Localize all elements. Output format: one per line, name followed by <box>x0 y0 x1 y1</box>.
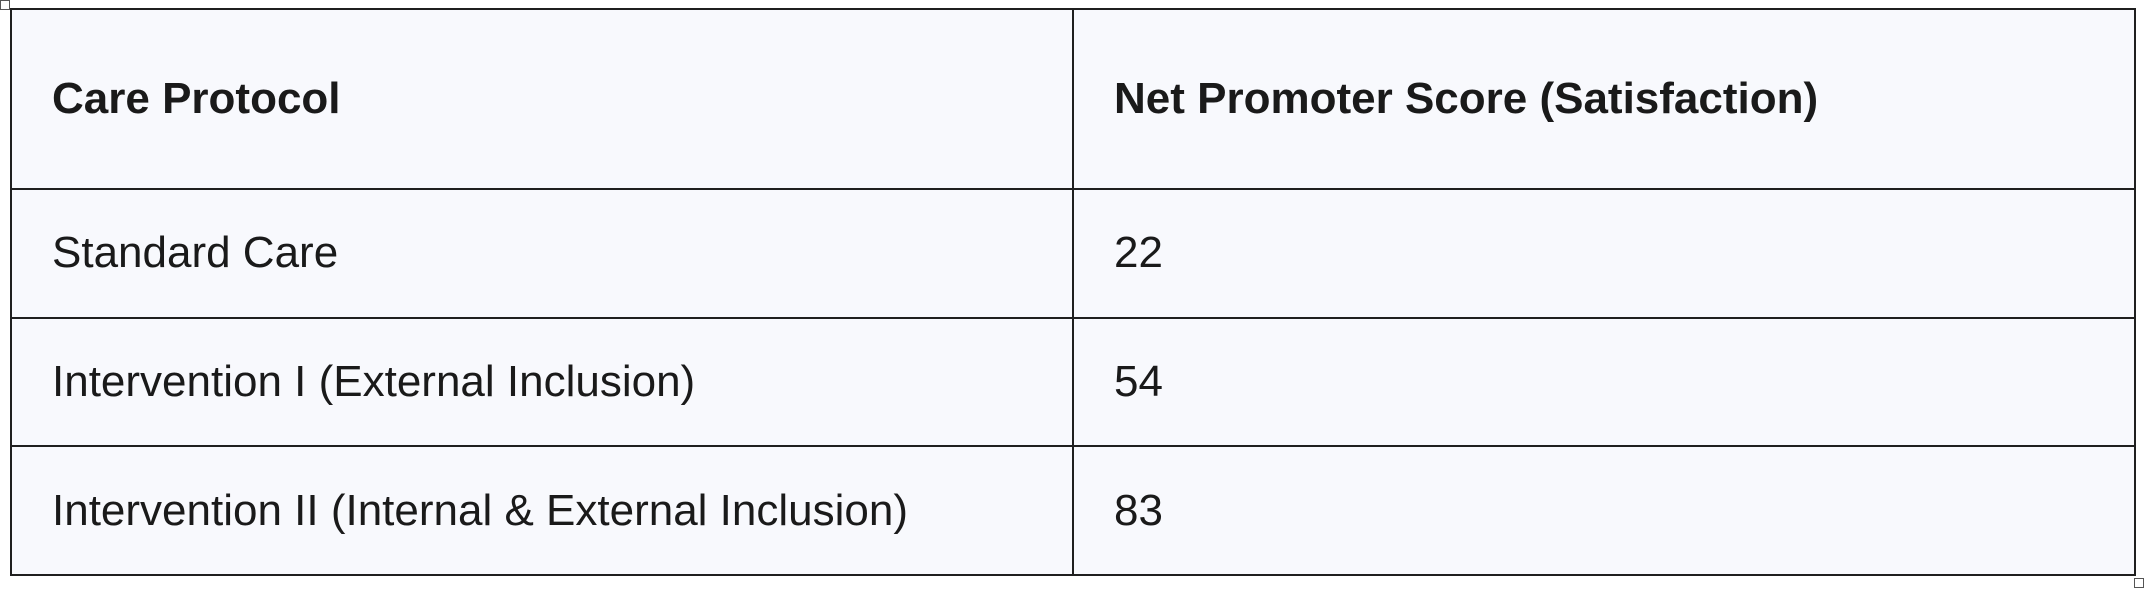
header-net-promoter-score: Net Promoter Score (Satisfaction) <box>1072 8 2136 190</box>
table-row: Intervention I (External Inclusion) 54 <box>10 316 2136 448</box>
cell-care-protocol: Intervention II (Internal & External Inc… <box>10 445 1074 576</box>
header-care-protocol: Care Protocol <box>10 8 1074 190</box>
table-row: Intervention II (Internal & External Inc… <box>10 445 2136 576</box>
table-resize-handle-bottom-right[interactable] <box>2134 578 2144 588</box>
cell-care-protocol: Intervention I (External Inclusion) <box>10 316 1074 448</box>
table-row: Standard Care 22 <box>10 188 2136 319</box>
table-header-row: Care Protocol Net Promoter Score (Satisf… <box>10 8 2136 190</box>
nps-table: Care Protocol Net Promoter Score (Satisf… <box>10 8 2136 576</box>
cell-care-protocol: Standard Care <box>10 188 1074 319</box>
cell-nps-value: 83 <box>1072 445 2136 576</box>
table-resize-handle-top-left[interactable] <box>0 0 10 10</box>
cell-nps-value: 22 <box>1072 188 2136 319</box>
cell-nps-value: 54 <box>1072 316 2136 448</box>
table-container: Care Protocol Net Promoter Score (Satisf… <box>10 8 2136 576</box>
